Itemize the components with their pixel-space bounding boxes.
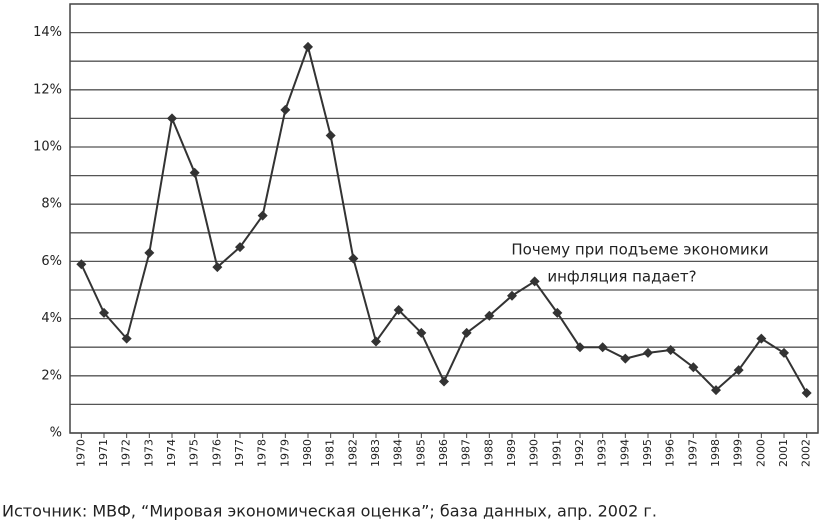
x-tick-label: 1979 [278,439,291,467]
plot-frame [69,3,819,434]
x-tick-label: 1995 [641,439,654,467]
x-tick-label: 1980 [301,439,314,467]
x-tick-label: 1999 [732,439,745,467]
data-point [529,276,540,287]
x-tick-label: 1973 [142,439,155,467]
x-tick-label: 1978 [256,439,269,467]
data-point [552,307,563,318]
data-point [779,347,789,358]
data-point [643,347,653,358]
x-tick-label: 2000 [754,439,767,467]
data-point [756,333,767,344]
x-tick-label: 1993 [596,439,609,467]
y-tick-label: 8% [41,197,62,212]
x-tick-label: 1977 [233,439,246,467]
x-tick-label: 1981 [324,439,337,467]
x-tick-label: 2001 [777,439,790,467]
data-point [507,290,517,301]
x-tick-label: 1997 [686,439,699,467]
x-tick-label: 2002 [800,439,813,467]
y-tick-label: 14% [33,25,62,40]
source-note: Источник: МВФ, “Мировая экономическая оц… [2,502,657,521]
y-tick-label: % [50,426,62,441]
x-tick-label: 1994 [618,439,631,467]
data-point [620,353,631,364]
data-point [461,327,472,338]
x-tick-label: 1982 [346,439,359,467]
x-tick-label: 1988 [482,439,495,467]
x-tick-label: 1998 [709,439,722,467]
y-tick-label: 12% [33,82,62,97]
data-point [393,305,404,316]
data-point [733,365,744,376]
data-point [121,333,132,344]
x-tick-label: 1971 [97,439,110,467]
y-tick-label: 10% [33,140,62,155]
x-tick-label: 1989 [505,439,518,467]
data-point [99,307,109,318]
data-point [280,104,291,115]
x-tick-label: 1992 [573,439,586,467]
data-point [484,310,495,321]
data-point [144,247,155,258]
x-tick-label: 1996 [664,439,677,467]
data-point [76,259,87,270]
data-point [801,387,812,398]
x-tick-label: 1986 [437,439,450,467]
y-tick-label: 4% [41,311,62,326]
data-point [597,342,608,353]
data-point [257,210,268,221]
data-point [688,362,699,373]
data-point [711,385,721,396]
data-point [167,113,177,124]
y-tick-label: 2% [41,368,62,383]
y-tick-label: 6% [41,254,62,269]
data-point [189,167,200,178]
x-tick-label: 1976 [210,439,223,467]
data-point [212,262,223,273]
data-point [371,336,381,347]
data-point [575,342,585,353]
x-tick-label: 1970 [74,439,87,467]
x-tick-label: 1972 [120,439,133,467]
annotation: Почему при подъеме экономики [511,241,768,259]
data-line [80,43,808,394]
data-point [325,130,336,141]
annotation: инфляция падает? [547,268,696,286]
x-tick-label: 1984 [392,439,405,467]
data-point [235,242,245,253]
x-tick-label: 1983 [369,439,382,467]
x-tick-label: 1990 [528,439,541,467]
data-point [303,41,313,52]
x-tick-label: 1991 [550,439,563,467]
x-tick-label: 1975 [188,439,201,467]
data-point [416,327,427,338]
x-tick-label: 1985 [414,439,427,467]
data-point [665,345,676,356]
x-tick-label: 1974 [165,439,178,467]
x-tick-label: 1987 [460,439,473,467]
data-point [439,376,449,387]
data-point [348,253,359,264]
